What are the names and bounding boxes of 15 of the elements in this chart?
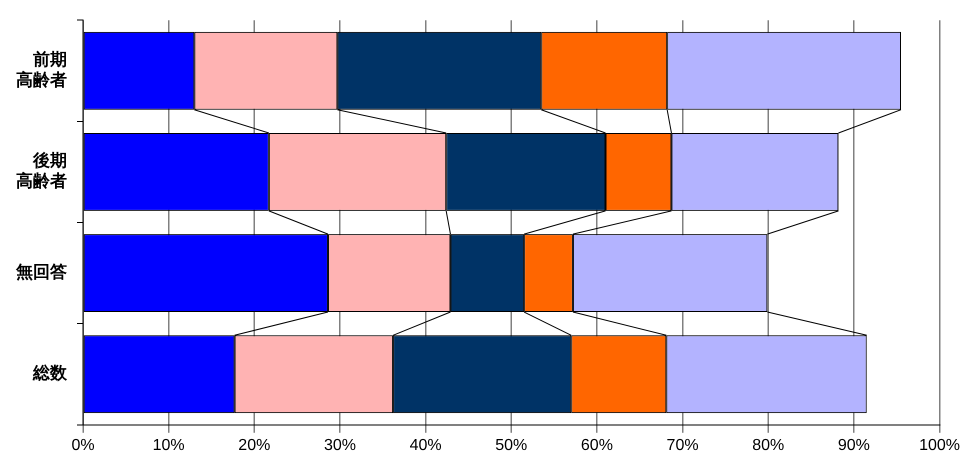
x-tick-label: 30%: [324, 436, 356, 454]
y-tick-label: 無回答: [15, 262, 67, 282]
x-tick-label: 50%: [495, 436, 528, 454]
y-tick-label: 前期高齢者: [16, 50, 67, 90]
x-tick-label: 40%: [410, 436, 442, 454]
x-tick-label: 20%: [238, 436, 270, 454]
x-tick-label: 80%: [752, 436, 784, 454]
x-tick-label: 70%: [666, 436, 699, 454]
y-tick-label: 総数: [32, 364, 68, 384]
x-tick-label: 100%: [919, 436, 960, 454]
x-tick-label: 90%: [838, 436, 870, 454]
x-tick-label: 0%: [71, 436, 95, 454]
y-tick-label: 後期高齢者: [16, 151, 67, 192]
x-tick-label: 60%: [580, 436, 613, 454]
x-tick-label: 10%: [152, 436, 185, 454]
